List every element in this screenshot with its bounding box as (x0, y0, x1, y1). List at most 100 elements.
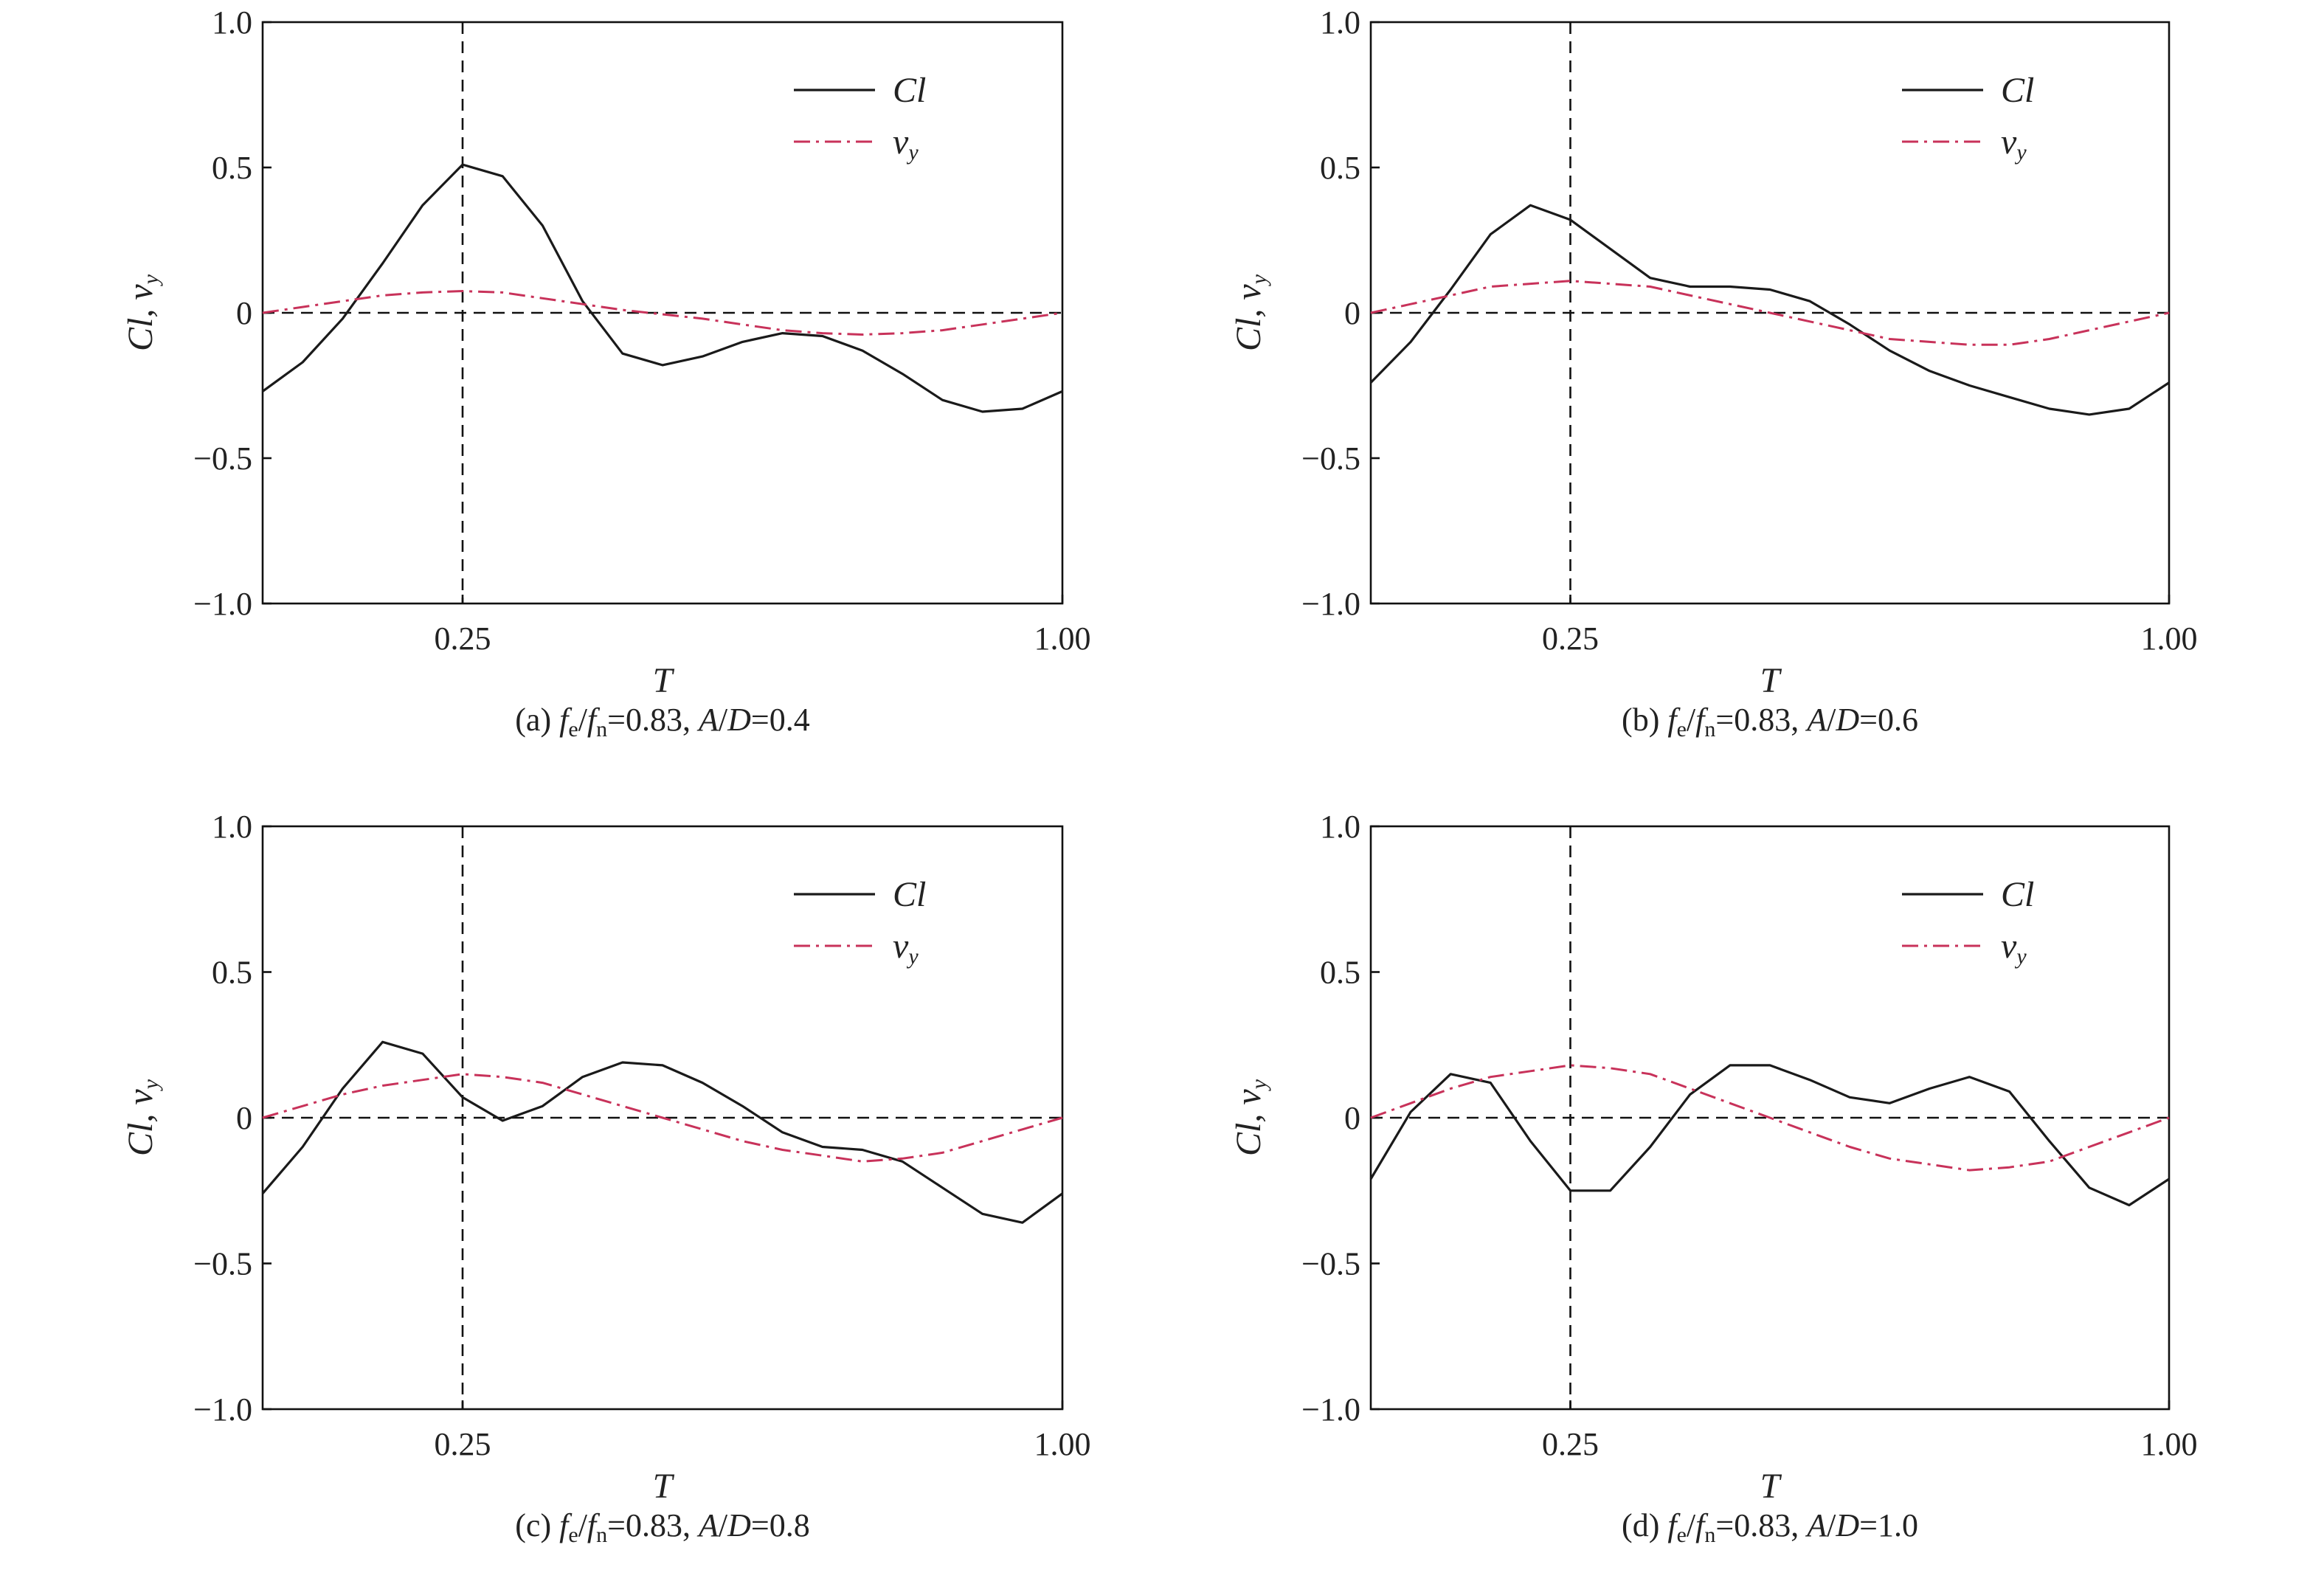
y-tick-label: −0.5 (1301, 440, 1360, 477)
x-tick-label: 0.25 (1542, 1426, 1599, 1462)
text-run: e (568, 717, 578, 741)
panel-caption: (a) fe/fn=0.83, A/D=0.4 (515, 702, 809, 741)
legend-label-vy: vy (2001, 122, 2027, 165)
y-axis-label: Cl, vy (1229, 274, 1271, 351)
text-run: / (1827, 702, 1836, 738)
legend-label-cl: Cl (893, 71, 926, 110)
text-run: =0.83, (1715, 1507, 1807, 1543)
y-tick-label: 0 (1344, 295, 1360, 331)
x-tick-label: 1.00 (2141, 620, 2198, 657)
text-run: n (596, 717, 607, 741)
text-run: e (568, 1523, 578, 1547)
text-run: (b) (1622, 702, 1667, 738)
y-tick-label: −1.0 (1301, 586, 1360, 622)
legend-label-vy: vy (893, 122, 919, 165)
y-tick-label: −1.0 (193, 586, 252, 622)
vy-series-line (262, 290, 1063, 336)
text-run: y (906, 944, 919, 969)
text-run: (d) (1622, 1507, 1667, 1543)
text-run: n (596, 1523, 607, 1547)
text-run: , (121, 300, 160, 318)
text-run: / (719, 702, 728, 738)
panel-caption: (d) fe/fn=0.83, A/D=1.0 (1622, 1507, 1918, 1547)
x-tick-label: 1.00 (1034, 1426, 1091, 1462)
text-run: y (1247, 274, 1271, 286)
text-run: , (1229, 300, 1268, 318)
y-axis-label: Cl, vy (121, 274, 163, 351)
text-run: y (139, 1079, 163, 1091)
y-axis-label: Cl, vy (121, 1079, 163, 1156)
text-run: A (1805, 1507, 1827, 1543)
y-tick-label: −1.0 (193, 1391, 252, 1428)
text-run: , (121, 1105, 160, 1123)
text-run: v (1229, 1089, 1268, 1105)
y-tick-label: 1.0 (212, 809, 252, 845)
y-tick-label: 0.5 (1320, 955, 1360, 991)
text-run: n (1704, 1523, 1715, 1547)
text-run: y (2014, 140, 2027, 165)
cl-series-line (1369, 204, 2170, 416)
text-run: Cl (893, 71, 926, 110)
text-run: D (727, 1507, 751, 1543)
text-run: y (139, 274, 163, 286)
text-run: =0.4 (751, 702, 810, 738)
y-tick-label: 0.5 (212, 955, 252, 991)
text-run: v (893, 927, 909, 966)
y-tick-label: 0.5 (1320, 150, 1360, 186)
text-run: (a) (515, 702, 559, 738)
text-run: n (1704, 717, 1715, 741)
text-run: y (1247, 1079, 1271, 1091)
y-tick-label: 0 (1344, 1100, 1360, 1136)
text-run: Cl (2001, 875, 2034, 914)
cl-series-line (1369, 1064, 2170, 1207)
y-tick-label: 0 (236, 295, 252, 331)
x-axis-label: T (653, 661, 675, 700)
text-run: / (719, 1507, 728, 1543)
panel-caption: (c) fe/fn=0.83, A/D=0.8 (515, 1507, 809, 1547)
text-run: =0.8 (751, 1507, 810, 1543)
text-run: D (1835, 1507, 1859, 1543)
legend-label-vy: vy (2001, 927, 2027, 969)
text-run: Cl (2001, 71, 2034, 110)
vy-series-line (1370, 1064, 2170, 1172)
x-axis-label: T (1760, 661, 1782, 700)
text-run: =0.83, (607, 1507, 699, 1543)
y-tick-label: 1.0 (1320, 809, 1360, 845)
text-run: (c) (515, 1507, 559, 1543)
text-run: v (121, 1089, 160, 1105)
cl-series-line (262, 163, 1063, 413)
x-tick-label: 1.00 (2141, 1426, 2198, 1462)
text-run: v (893, 122, 909, 162)
y-tick-label: 0.5 (212, 150, 252, 186)
legend-label-cl: Cl (893, 875, 926, 914)
text-run: v (1229, 284, 1268, 300)
text-run: =0.6 (1859, 702, 1918, 738)
text-run: / (1687, 702, 1696, 738)
text-run: / (1687, 1507, 1696, 1543)
text-run: y (2014, 944, 2027, 969)
y-tick-label: 1.0 (212, 4, 252, 41)
text-run: Cl (1229, 318, 1268, 351)
text-run: , (1229, 1105, 1268, 1123)
x-tick-label: 0.25 (435, 620, 491, 657)
x-axis-label: T (1760, 1467, 1782, 1506)
vy-series-line (1370, 280, 2170, 346)
text-run: / (578, 1507, 588, 1543)
legend-label-cl: Cl (2001, 71, 2034, 110)
x-tick-label: 1.00 (1034, 620, 1091, 657)
text-run: A (1805, 702, 1827, 738)
x-tick-label: 0.25 (435, 1426, 491, 1462)
y-tick-label: −0.5 (1301, 1246, 1360, 1282)
text-run: e (1677, 1523, 1687, 1547)
text-run: y (906, 140, 919, 165)
vy-series-line (262, 1073, 1063, 1163)
text-run: =0.83, (1715, 702, 1807, 738)
text-run: v (2001, 927, 2017, 966)
text-run: D (1835, 702, 1859, 738)
y-tick-label: −1.0 (1301, 1391, 1360, 1428)
y-tick-label: −0.5 (193, 1246, 252, 1282)
